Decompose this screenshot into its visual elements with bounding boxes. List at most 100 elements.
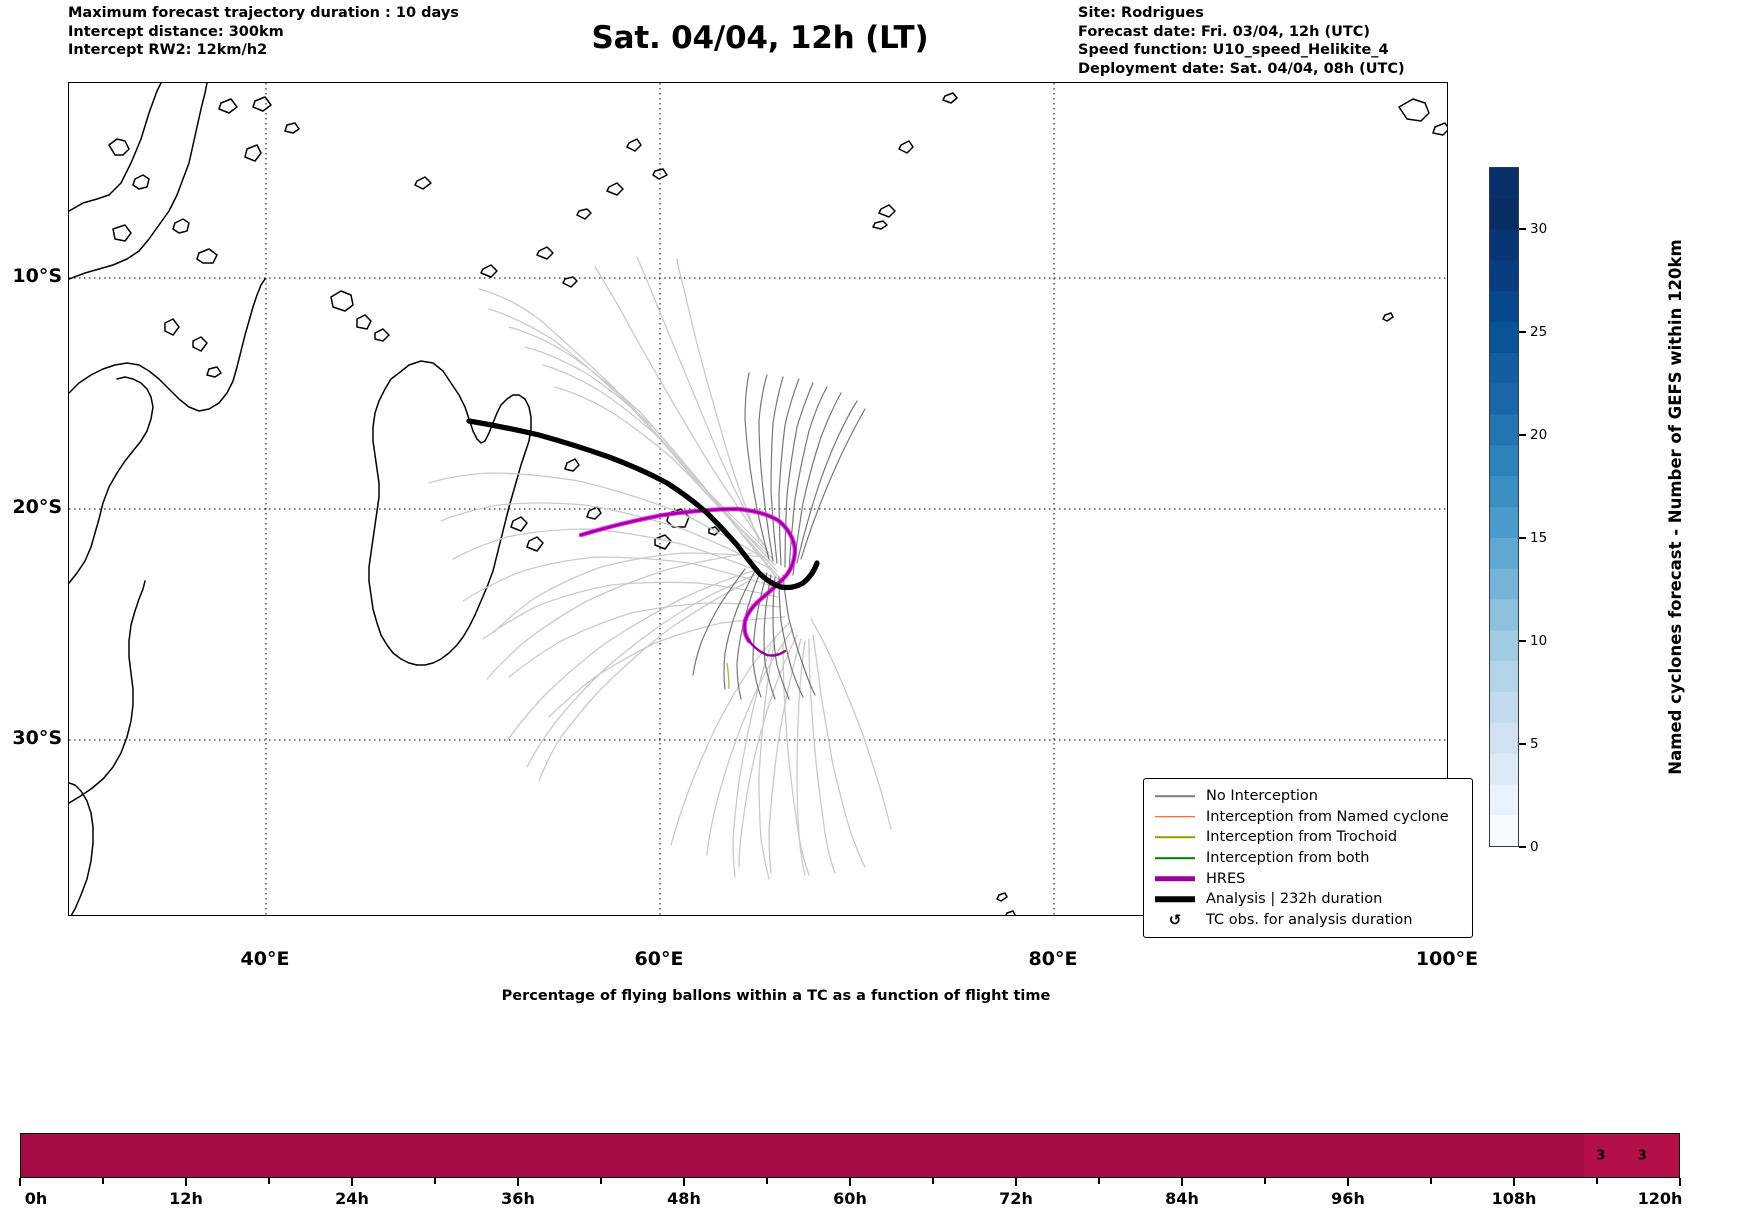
percentage-bar-tick [185, 1178, 187, 1186]
coastlines [69, 83, 1447, 915]
percentage-bar-tick [1513, 1178, 1515, 1186]
percentage-bar-tick-label: 72h [999, 1189, 1033, 1208]
percentage-bar-tick-label: 84h [1165, 1189, 1199, 1208]
percentage-bar-tick-label: 24h [335, 1189, 369, 1208]
legend-item-analysis[interactable]: Analysis | 232h duration [1153, 889, 1463, 910]
map-panel[interactable] [68, 82, 1448, 916]
colorbar-tick [1519, 537, 1526, 539]
percentage-bar-minor-tick [1264, 1178, 1266, 1184]
percentage-bar-tick [1015, 1178, 1017, 1186]
legend-line-swatch [1153, 789, 1197, 803]
colorbar-tick-label: 10 [1530, 632, 1548, 649]
colorbar-tick-label: 5 [1530, 735, 1539, 752]
percentage-bar-minor-tick [434, 1178, 436, 1184]
colorbar-tick [1519, 640, 1526, 642]
percentage-bar-segment [1584, 1134, 1679, 1177]
trajectory-analysis [466, 418, 820, 591]
percentage-bar-tick-label: 120h [1637, 1189, 1683, 1208]
legend-line-swatch [1153, 830, 1197, 844]
deployment-date-line: Deployment date: Sat. 04/04, 08h (UTC) [1078, 60, 1405, 77]
legend-item-hres[interactable]: HRES [1153, 868, 1463, 889]
cyclone-obs-icon: ↺ [1168, 910, 1182, 929]
lat-tick-20s: 20°S [12, 496, 62, 518]
trajectory-trochoid [726, 662, 730, 690]
percentage-bar-tick-label: 36h [501, 1189, 535, 1208]
legend-label: Analysis | 232h duration [1206, 891, 1383, 908]
percentage-bar-minor-tick [1098, 1178, 1100, 1184]
legend-label: HRES [1206, 870, 1246, 887]
colorbar-tick-label: 15 [1530, 529, 1548, 546]
lat-tick-30s: 30°S [12, 727, 62, 749]
legend-item-trochoid[interactable]: Interception from Trochoid [1153, 827, 1463, 848]
percentage-bar-tick [351, 1178, 353, 1186]
percentage-bar-title: Percentage of flying ballons within a TC… [501, 988, 1051, 1004]
colorbar-ticks: 0 5 10 15 20 25 30 [1519, 167, 1579, 855]
colorbar-tick [1519, 434, 1526, 436]
percentage-bar-value-label: 3 [1637, 1148, 1647, 1163]
trajectory-ensemble-dark [692, 372, 866, 700]
legend-item-named-cyclone[interactable]: Interception from Named cyclone [1153, 807, 1463, 828]
legend-label: Interception from Named cyclone [1206, 808, 1449, 825]
percentage-bar-value-label: 3 [1596, 1148, 1606, 1163]
legend-line-swatch [1153, 851, 1197, 865]
trajectory-hres-core [579, 507, 797, 657]
legend-line-swatch [1153, 810, 1197, 824]
page-title: Sat. 04/04, 12h (LT) [591, 20, 929, 56]
colorbar-tick [1519, 331, 1526, 333]
percentage-bar-tick [683, 1178, 685, 1186]
lon-tick-80e: 80°E [1028, 948, 1078, 970]
legend-line-swatch [1153, 872, 1197, 886]
colorbar-tick [1519, 743, 1526, 745]
legend-item-tc-obs[interactable]: ↺ TC obs. for analysis duration [1153, 910, 1463, 931]
lon-tick-100e: 100°E [1415, 948, 1479, 970]
lon-tick-60e: 60°E [634, 948, 684, 970]
percentage-bar-minor-tick [1596, 1178, 1598, 1184]
lat-tick-10s: 10°S [12, 265, 62, 287]
colorbar-tick-label: 25 [1530, 323, 1548, 340]
colorbar[interactable] [1489, 167, 1519, 847]
legend-label: Interception from both [1206, 850, 1370, 867]
percentage-bar-minor-tick [268, 1178, 270, 1184]
legend-label: Interception from Trochoid [1206, 829, 1398, 846]
map-canvas [69, 83, 1447, 915]
percentage-bar-tick-label: 48h [667, 1189, 701, 1208]
percentage-bar-tick-label: 108h [1491, 1189, 1537, 1208]
percentage-bar-minor-tick [932, 1178, 934, 1184]
legend-item-no-interception[interactable]: No Interception [1153, 786, 1463, 807]
legend-label: TC obs. for analysis duration [1206, 911, 1413, 928]
percentage-bar-minor-tick [1430, 1178, 1432, 1184]
legend-item-both[interactable]: Interception from both [1153, 848, 1463, 869]
percentage-bar-minor-tick [600, 1178, 602, 1184]
percentage-bar-tick [1679, 1178, 1681, 1186]
percentage-bar-tick-label: 60h [833, 1189, 867, 1208]
percentage-bar-tick [19, 1178, 21, 1186]
header-left-line-1: Maximum forecast trajectory duration : 1… [68, 5, 459, 21]
header-left-line-2: Intercept distance: 300km [68, 23, 284, 40]
percentage-bar-axis: 0h 12h 24h 36h 48h 60h 72h 84h 96h 108h 120h [19, 1178, 1683, 1213]
colorbar-tick-label: 0 [1530, 839, 1539, 855]
lon-tick-40e: 40°E [240, 948, 290, 970]
speed-function-line: Speed function: U10_speed_Helikite_4 [1078, 42, 1389, 58]
colorbar-label: Named cyclones forecast - Number of GEFS… [1665, 239, 1685, 775]
percentage-bar-tick [1347, 1178, 1349, 1186]
percentage-bar-tick [849, 1178, 851, 1186]
percentage-bar-tick [1181, 1178, 1183, 1186]
percentage-bar-segment [21, 1134, 1585, 1177]
colorbar-tick [1519, 228, 1526, 230]
forecast-date-line: Forecast date: Fri. 03/04, 12h (UTC) [1078, 23, 1371, 40]
legend-line-swatch [1153, 892, 1197, 906]
percentage-bar-tick-label: 96h [1331, 1189, 1365, 1208]
header-left-block: Maximum forecast trajectory duration : 1… [68, 4, 588, 60]
colorbar-tick [1519, 846, 1526, 848]
percentage-bar-minor-tick [766, 1178, 768, 1184]
percentage-bar-tick-label: 0h [24, 1189, 48, 1208]
percentage-bar-minor-tick [102, 1178, 104, 1184]
colorbar-tick-label: 30 [1530, 220, 1548, 237]
header-right-block: Site: Rodrigues Forecast date: Fri. 03/0… [1078, 4, 1498, 78]
percentage-bar-tick [517, 1178, 519, 1186]
colorbar-label-wrap: Named cyclones forecast - Number of GEFS… [1660, 239, 1752, 877]
percentage-bar-tick-label: 12h [169, 1189, 203, 1208]
header-left-line-3: Intercept RW2: 12km/h2 [68, 42, 268, 58]
legend-label: No Interception [1206, 788, 1318, 805]
